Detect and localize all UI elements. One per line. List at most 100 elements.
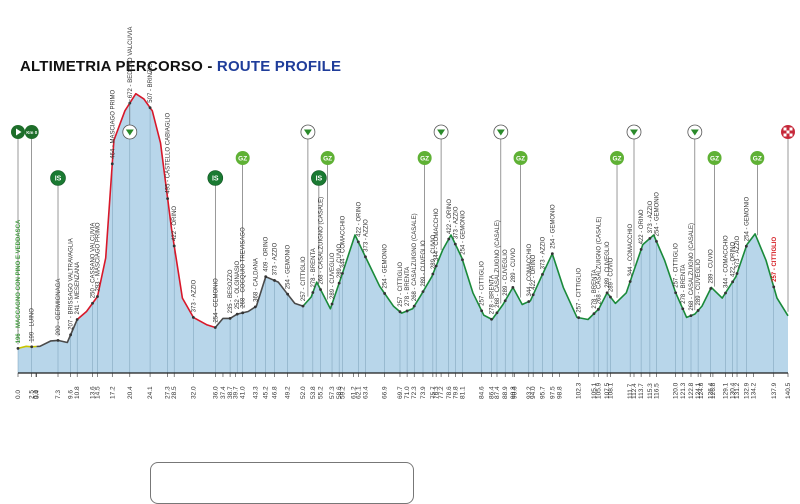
- gz-marker-label: GZ: [323, 156, 332, 163]
- waypoint-dot: [639, 248, 643, 251]
- waypoint-label: 268 - CASALZUIGNO (CASALE): [319, 197, 325, 285]
- km-tick-label: 102.3: [576, 382, 583, 399]
- waypoint-label: 422 - ORINO: [531, 254, 537, 289]
- gz-marker-label: GZ: [420, 156, 429, 163]
- waypoint-label: 289 - CUVEGLIO: [605, 241, 611, 288]
- gz-marker-label: GZ: [612, 156, 621, 163]
- waypoint-dot: [461, 258, 464, 262]
- waypoint-label: 254 - GEMONIO: [744, 197, 750, 242]
- km-tick-label: 137.9: [771, 382, 778, 399]
- waypoint-label: 289 - CUVIO: [511, 248, 517, 283]
- km-tick-label: 90.6: [512, 386, 519, 399]
- title-english: ROUTE PROFILE: [216, 58, 342, 75]
- km-tick-label: 14.5: [94, 386, 101, 399]
- km-tick-label: 107.5: [604, 382, 611, 399]
- waypoint-label: 495 - CASTELLO CABIAGLIO: [166, 113, 172, 194]
- km-tick-label: 9.6: [68, 390, 75, 399]
- waypoint-label: 507 - BRINZIO: [148, 63, 154, 103]
- waypoint-dot: [527, 300, 531, 303]
- km-tick-label: 0.0: [15, 390, 22, 399]
- km-tick-label: 55.2: [318, 386, 325, 399]
- waypoint-dot: [628, 280, 632, 283]
- km-tick-label: 129.1: [723, 382, 730, 399]
- waypoint-dot: [655, 239, 658, 243]
- waypoint-dot: [412, 304, 416, 308]
- km-tick-label: 116.5: [653, 383, 660, 399]
- waypoint-dot: [724, 291, 727, 295]
- waypoint-dot: [69, 333, 73, 337]
- waypoint-dot: [383, 292, 387, 295]
- waypoint-dot: [490, 317, 493, 321]
- waypoint-label: 241 - MESENZANA: [75, 262, 81, 315]
- waypoint-label: 373 - AZZIO: [735, 235, 741, 268]
- km-tick-label: 13.6: [90, 386, 97, 399]
- gpm-triangle-icon: [496, 129, 505, 136]
- waypoint-dot: [495, 311, 499, 315]
- waypoint-label: 268 - CASALZUIGNO (CASALE): [495, 220, 501, 308]
- gpm-triangle-icon: [630, 129, 638, 136]
- waypoint-dot: [605, 291, 609, 295]
- waypoint-label: 422 - ORINO: [447, 199, 453, 234]
- gz-marker-icon: [320, 151, 335, 165]
- km-tick-label: 77.2: [438, 386, 445, 399]
- waypoint-label: 278 - BRENTA: [681, 265, 687, 304]
- waypoint-label: 278 - BRENTA: [490, 275, 496, 314]
- waypoint-dot: [447, 237, 451, 241]
- waypoint-dot: [364, 255, 367, 259]
- waypoint-label: 278 - BRENTA: [592, 269, 598, 308]
- waypoint-label: 257 - CITTIGLIO: [577, 268, 583, 313]
- km-tick-label: 0.0: [33, 390, 40, 399]
- km-tick-label: 58.6: [336, 386, 343, 399]
- waypoint-dot: [110, 162, 114, 166]
- waypoint-label: 254 - GEMONIO: [383, 244, 389, 289]
- km-tick-label: 115.3: [647, 383, 654, 399]
- km-tick-label: 78.6: [446, 386, 453, 399]
- waypoint-dot: [253, 305, 257, 309]
- km-tick-label: 88.9: [502, 386, 509, 399]
- km-tick-label: 98.8: [556, 386, 563, 399]
- km-tick-label: 94.0: [530, 386, 537, 399]
- is-marker-icon: [50, 170, 66, 186]
- km-tick-label: 63.4: [362, 386, 369, 399]
- gz-marker-icon: [707, 151, 722, 165]
- km-tick-label: 62.1: [355, 386, 362, 399]
- gz-marker-label: GZ: [753, 156, 762, 163]
- waypoint-label: 254 - GEMONIO: [654, 192, 660, 237]
- waypoint-dot: [592, 312, 596, 316]
- km-tick-label: 66.9: [382, 386, 389, 399]
- waypoint-dot: [286, 292, 290, 296]
- waypoint-dot: [337, 281, 341, 285]
- waypoint-dot: [511, 286, 515, 289]
- waypoint-dot: [609, 295, 612, 299]
- waypoint-label: 235 - BESOZZO: [228, 269, 234, 313]
- waypoint-dot: [689, 314, 693, 318]
- gz-marker-label: GZ: [238, 156, 247, 163]
- km-tick-label: 37.4: [220, 386, 227, 399]
- waypoint-label: 289 - CUVIO: [431, 234, 437, 269]
- finish-flag-square: [786, 130, 790, 134]
- waypoint-label: 344 - COMACCHIO: [527, 244, 533, 297]
- waypoint-dot: [91, 301, 94, 305]
- km-tick-label: 3.4: [34, 390, 41, 399]
- waypoint-dot: [596, 307, 600, 311]
- waypoint-label: 344 - COMACCHIO: [340, 215, 346, 268]
- waypoint-label: 278 - BRENTA: [405, 267, 411, 306]
- is-marker-label: IS: [316, 176, 323, 183]
- km-tick-label: 73.9: [420, 386, 427, 399]
- waypoint-dot: [319, 288, 322, 291]
- km-tick-label: 45.2: [263, 386, 270, 399]
- km-tick-label: 97.5: [549, 386, 556, 399]
- waypoint-dot: [709, 287, 713, 290]
- waypoint-dot: [166, 197, 170, 200]
- waypoint-dot: [341, 271, 344, 275]
- finish-flag-square: [783, 133, 787, 137]
- waypoint-label: 268 - COCQUIO TREVISAGO: [241, 227, 247, 308]
- km-tick-label: 46.8: [271, 386, 278, 399]
- finish-flag-square: [783, 127, 787, 131]
- km-tick-label: 24.1: [147, 386, 154, 399]
- chart-title: ALTIMETRIA PERCORSO - ROUTE PROFILE: [20, 58, 341, 75]
- waypoint-label: 344 - COMACCHIO: [628, 224, 634, 277]
- waypoint-dot: [241, 311, 245, 315]
- waypoint-label: 293 - MASCIAGO PRIMO: [95, 222, 101, 291]
- km-tick-label: 132.9: [743, 382, 750, 399]
